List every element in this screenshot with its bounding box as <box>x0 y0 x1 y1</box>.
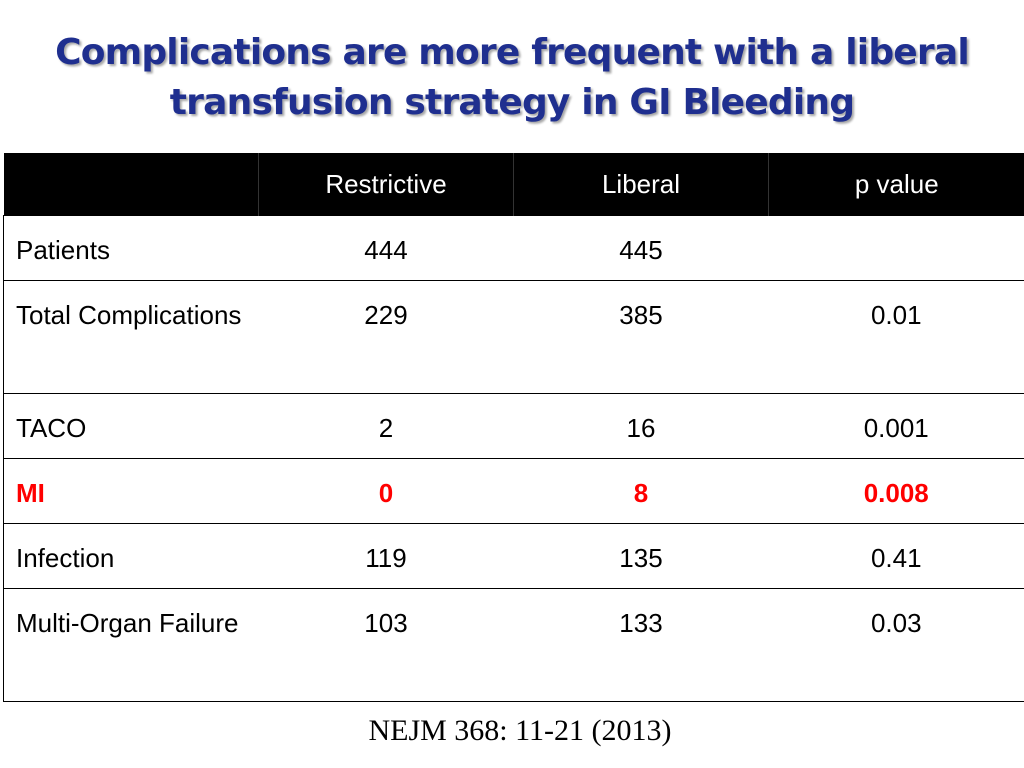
slide-title-line-2: transfusion strategy in GI Bleeding <box>169 82 855 123</box>
row-label: TACO <box>3 393 259 459</box>
table-row: Multi-Organ Failure 103 133 0.03 <box>3 588 1024 702</box>
table-body: Patients 444 445 Total Complications 229… <box>3 215 1024 702</box>
liberal-value: 16 <box>513 393 769 459</box>
header-row: Restrictive Liberal p value <box>3 153 1024 216</box>
restrictive-value: 103 <box>258 588 514 702</box>
liberal-value: 135 <box>513 523 769 589</box>
liberal-value: 445 <box>513 215 769 281</box>
slide-title-line-1: Complications are more frequent with a l… <box>55 32 970 73</box>
slide-title: Complications are more frequent with a l… <box>0 28 1024 128</box>
header-cell-restrictive: Restrictive <box>258 153 514 216</box>
p-value: 0.001 <box>768 393 1024 459</box>
row-label: Patients <box>3 215 259 281</box>
table-row: Total Complications 229 385 0.01 <box>3 280 1024 394</box>
liberal-value: 8 <box>513 458 769 524</box>
p-value: 0.41 <box>768 523 1024 589</box>
header-cell-p-value: p value <box>768 153 1024 216</box>
p-value: 0.01 <box>768 280 1024 394</box>
table-row: TACO 2 16 0.001 <box>3 393 1024 459</box>
table-row: Patients 444 445 <box>3 215 1024 281</box>
citation: NEJM 368: 11-21 (2013) <box>368 714 672 747</box>
row-label: MI <box>3 458 259 524</box>
p-value: 0.008 <box>768 458 1024 524</box>
table-header: Restrictive Liberal p value <box>3 153 1024 216</box>
row-label: Multi-Organ Failure <box>3 588 259 702</box>
p-value <box>768 215 1024 281</box>
header-cell-liberal: Liberal <box>513 153 769 216</box>
restrictive-value: 119 <box>258 523 514 589</box>
restrictive-value: 2 <box>258 393 514 459</box>
header-cell-empty <box>3 153 259 216</box>
row-label: Total Complications <box>3 280 259 394</box>
complications-table: Restrictive Liberal p value Patients 444… <box>3 153 1024 702</box>
restrictive-value: 229 <box>258 280 514 394</box>
liberal-value: 133 <box>513 588 769 702</box>
p-value: 0.03 <box>768 588 1024 702</box>
liberal-value: 385 <box>513 280 769 394</box>
table-row-highlighted: MI 0 8 0.008 <box>3 458 1024 524</box>
restrictive-value: 444 <box>258 215 514 281</box>
restrictive-value: 0 <box>258 458 514 524</box>
row-label: Infection <box>3 523 259 589</box>
table-row: Infection 119 135 0.41 <box>3 523 1024 589</box>
